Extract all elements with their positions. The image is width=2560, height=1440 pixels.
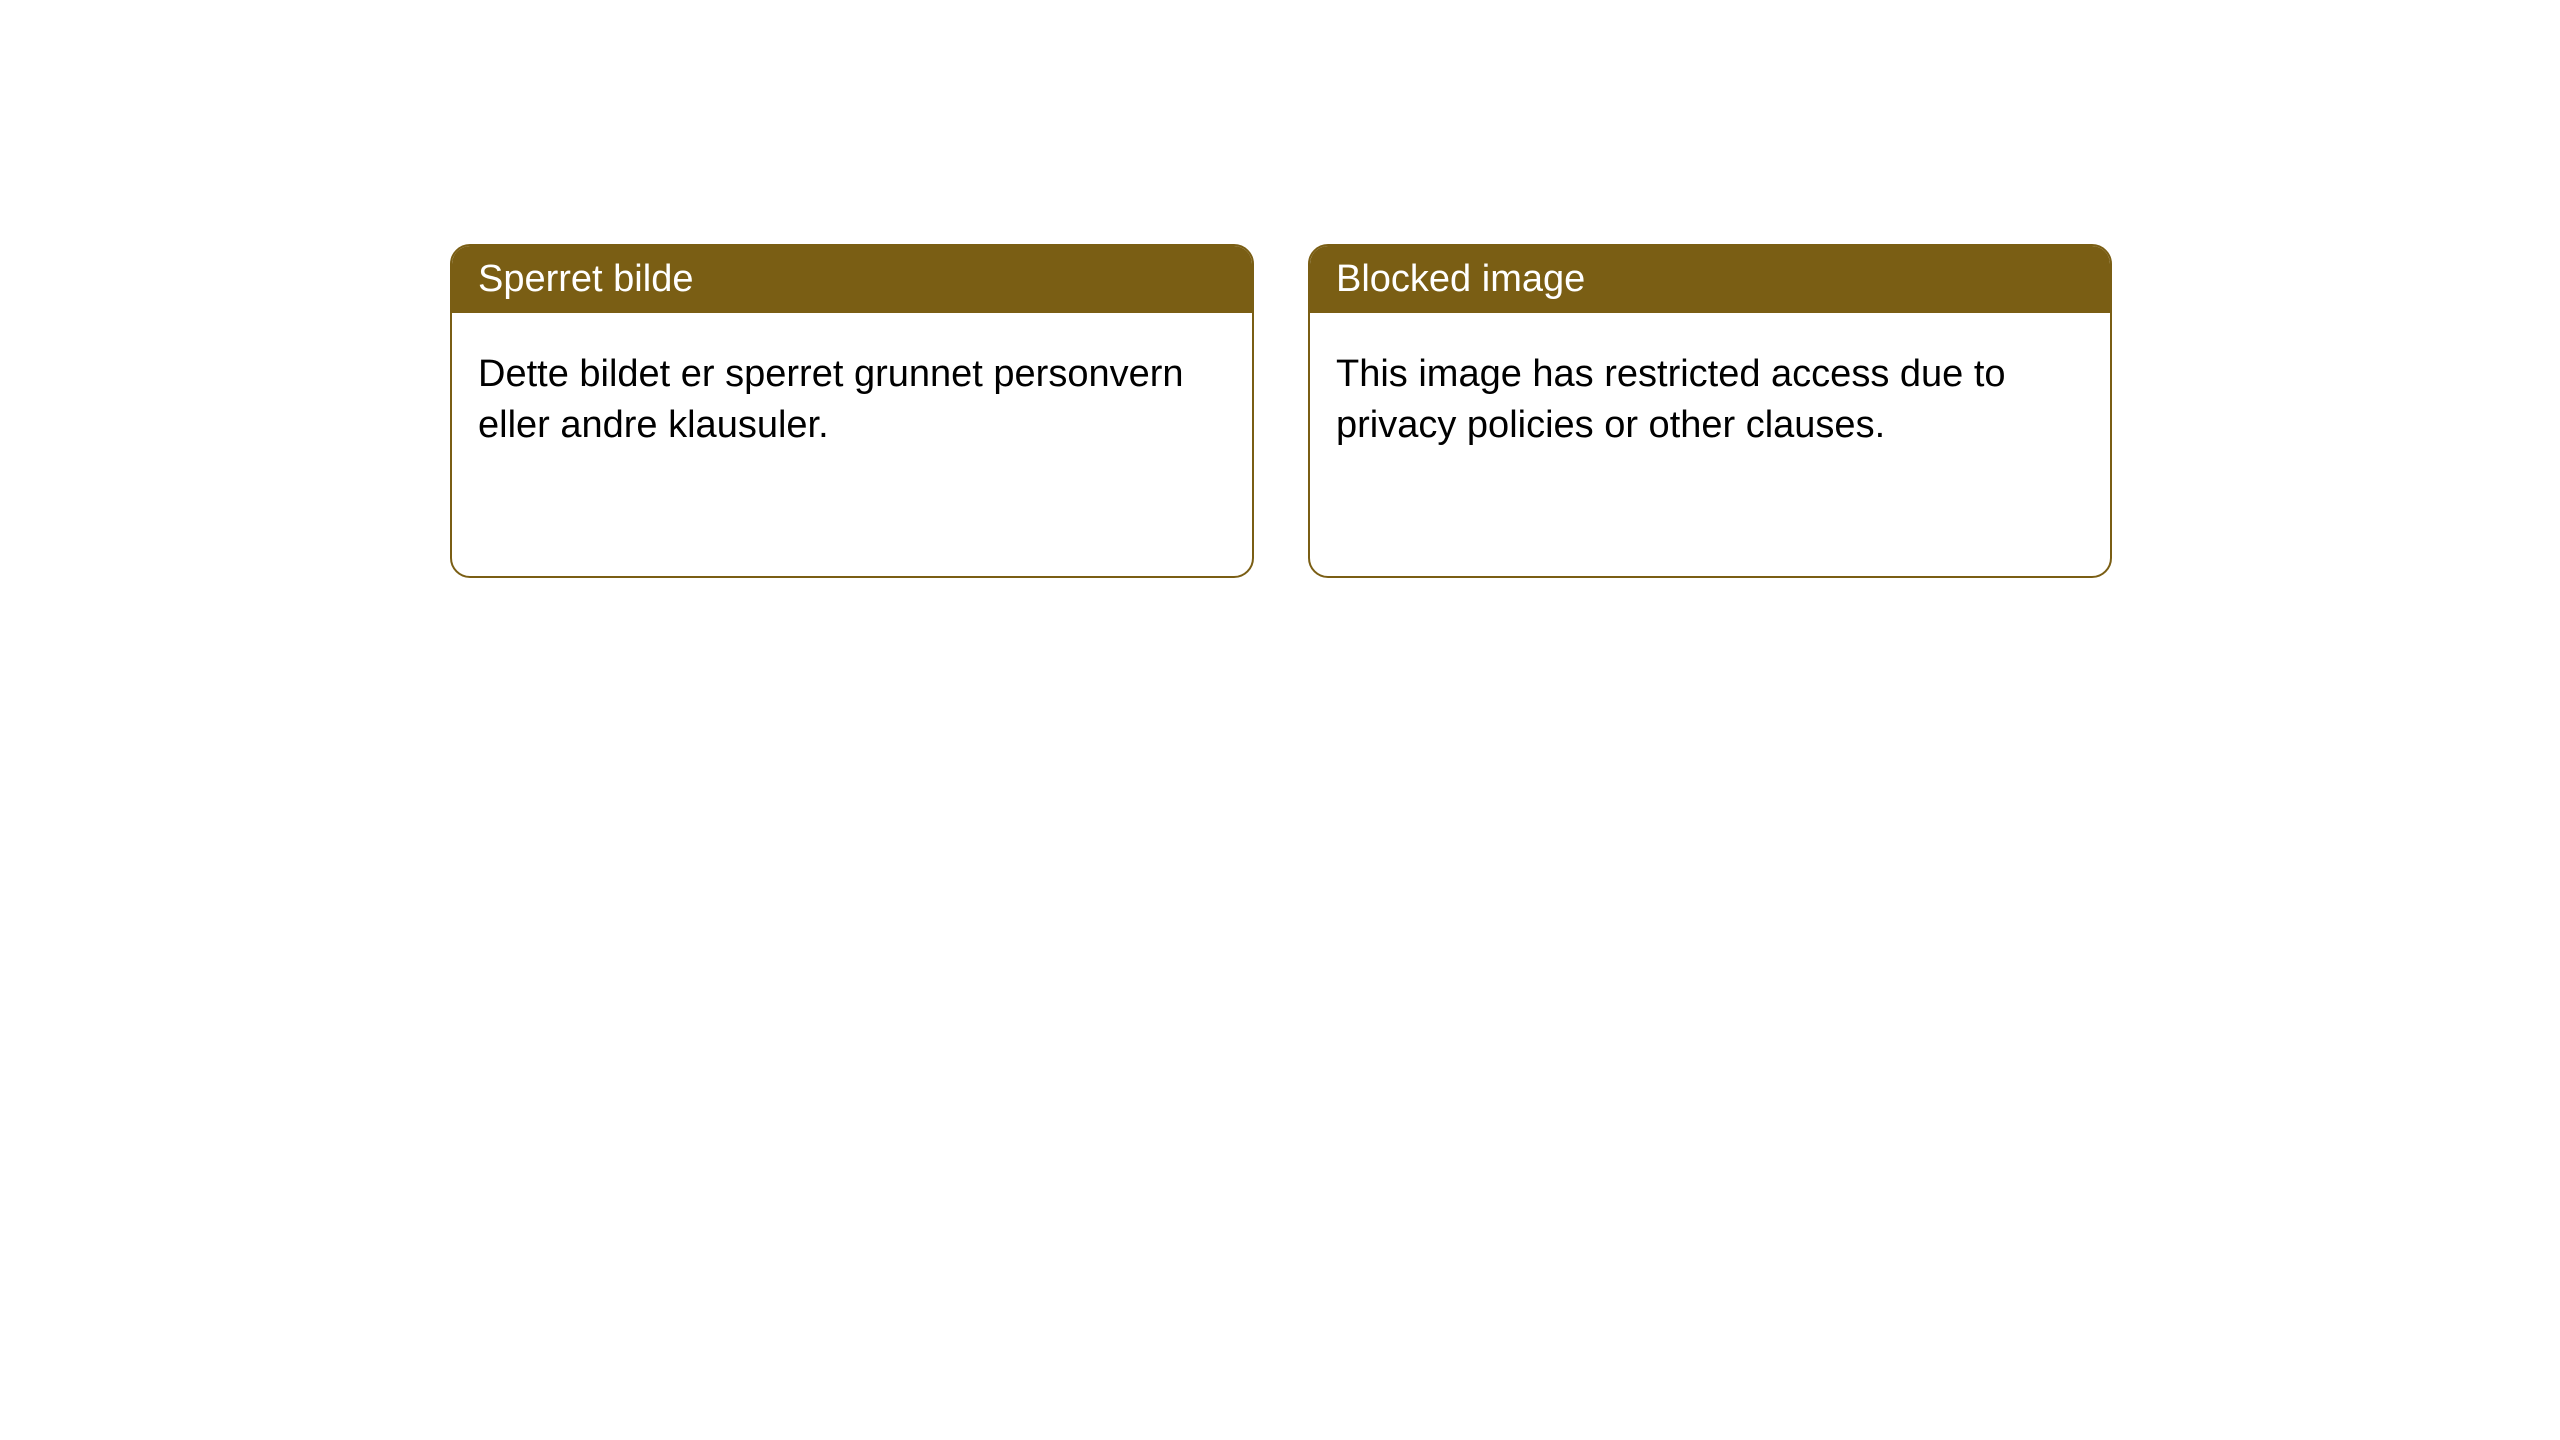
notice-cards-container: Sperret bilde Dette bildet er sperret gr… bbox=[0, 0, 2560, 578]
blocked-image-card-norwegian: Sperret bilde Dette bildet er sperret gr… bbox=[450, 244, 1254, 578]
card-header-norwegian: Sperret bilde bbox=[452, 246, 1252, 313]
card-body-english: This image has restricted access due to … bbox=[1310, 313, 2110, 488]
card-header-english: Blocked image bbox=[1310, 246, 2110, 313]
blocked-image-card-english: Blocked image This image has restricted … bbox=[1308, 244, 2112, 578]
card-body-norwegian: Dette bildet er sperret grunnet personve… bbox=[452, 313, 1252, 488]
